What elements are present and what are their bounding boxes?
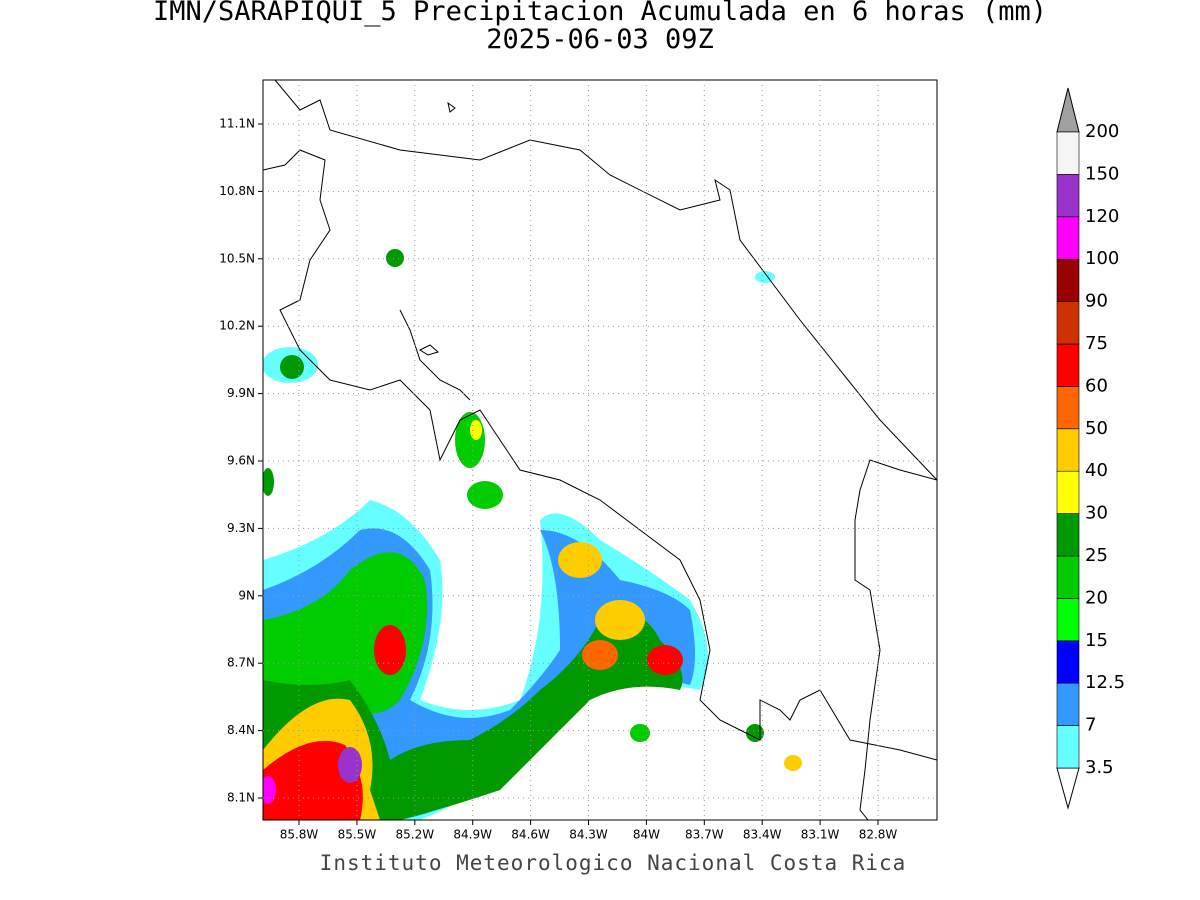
lon-tick-label: 84.6W [511, 828, 550, 842]
lon-tick-label: 83.1W [801, 828, 840, 842]
lat-tick-label: 10.2N [219, 319, 255, 333]
lon-tick-label: 85.2W [396, 828, 435, 842]
colorbar-segment [1056, 216, 1080, 260]
colorbar-label: 150 [1085, 163, 1119, 184]
lat-tick-label: 10.5N [219, 251, 255, 265]
colorbar-label: 120 [1085, 206, 1119, 227]
lon-tick-label: 85.5W [338, 828, 377, 842]
title: IMN/SARAPIQUI_5 Precipitacion Acumulada … [153, 0, 1047, 27]
colorbar-segment [1056, 470, 1080, 514]
colorbar-segment [1056, 301, 1080, 345]
colorbar-over [1056, 87, 1080, 133]
colorbar-label: 7 [1085, 715, 1096, 736]
colorbar-label: 75 [1085, 333, 1108, 354]
precipitation-field [263, 249, 802, 820]
colorbar-label: 60 [1085, 375, 1108, 396]
footer: Instituto Meteorologico Nacional Costa R… [320, 851, 907, 875]
lat-tick-label: 9.6N [227, 454, 255, 468]
lat-tick-label: 8.1N [227, 791, 255, 805]
colorbar-segment [1056, 131, 1080, 175]
colorbar-label: 12.5 [1085, 672, 1125, 693]
colorbar-segment [1056, 555, 1080, 599]
lat-tick-label: 9.3N [227, 521, 255, 535]
colorbar-label: 40 [1085, 460, 1108, 481]
lat-tick-label: 9.9N [227, 386, 255, 400]
lon-tick-label: 83.4W [743, 828, 782, 842]
colorbar-label: 15 [1085, 630, 1108, 651]
lat-tick-label: 9N [238, 588, 255, 602]
colorbar-label: 100 [1085, 248, 1119, 269]
colorbar-label: 25 [1085, 545, 1108, 566]
colorbar-segment [1056, 725, 1080, 769]
subtitle: 2025-06-03 09Z [486, 24, 714, 55]
lat-tick-label: 8.7N [227, 656, 255, 670]
colorbar-label: 200 [1085, 121, 1119, 142]
colorbar-label: 3.5 [1085, 757, 1114, 778]
colorbar-segment [1056, 513, 1080, 557]
colorbar-label: 90 [1085, 291, 1108, 312]
colorbar-label: 30 [1085, 503, 1108, 524]
colorbar-label: 20 [1085, 587, 1108, 608]
lon-tick-label: 82.8W [859, 828, 898, 842]
map-frame [262, 79, 938, 821]
lon-tick-label: 84W [633, 828, 660, 842]
lon-tick-label: 85.8W [280, 828, 319, 842]
coastline [263, 80, 937, 820]
lon-tick-label: 84.3W [569, 828, 608, 842]
lat-tick-label: 10.8N [219, 184, 255, 198]
lat-tick-label: 11.1N [219, 117, 255, 131]
colorbar-segment [1056, 598, 1080, 642]
colorbar-segment [1056, 682, 1080, 726]
colorbar-under [1056, 767, 1080, 810]
colorbar-segment [1056, 386, 1080, 430]
colorbar-segment [1056, 428, 1080, 472]
lat-tick-label: 8.4N [227, 723, 255, 737]
colorbar-segment [1056, 258, 1080, 302]
colorbar-segment [1056, 343, 1080, 387]
colorbar-segment [1056, 640, 1080, 684]
lon-tick-label: 84.9W [453, 828, 492, 842]
colorbar-segment [1056, 174, 1080, 218]
colorbar-label: 50 [1085, 418, 1108, 439]
lon-tick-label: 83.7W [685, 828, 724, 842]
